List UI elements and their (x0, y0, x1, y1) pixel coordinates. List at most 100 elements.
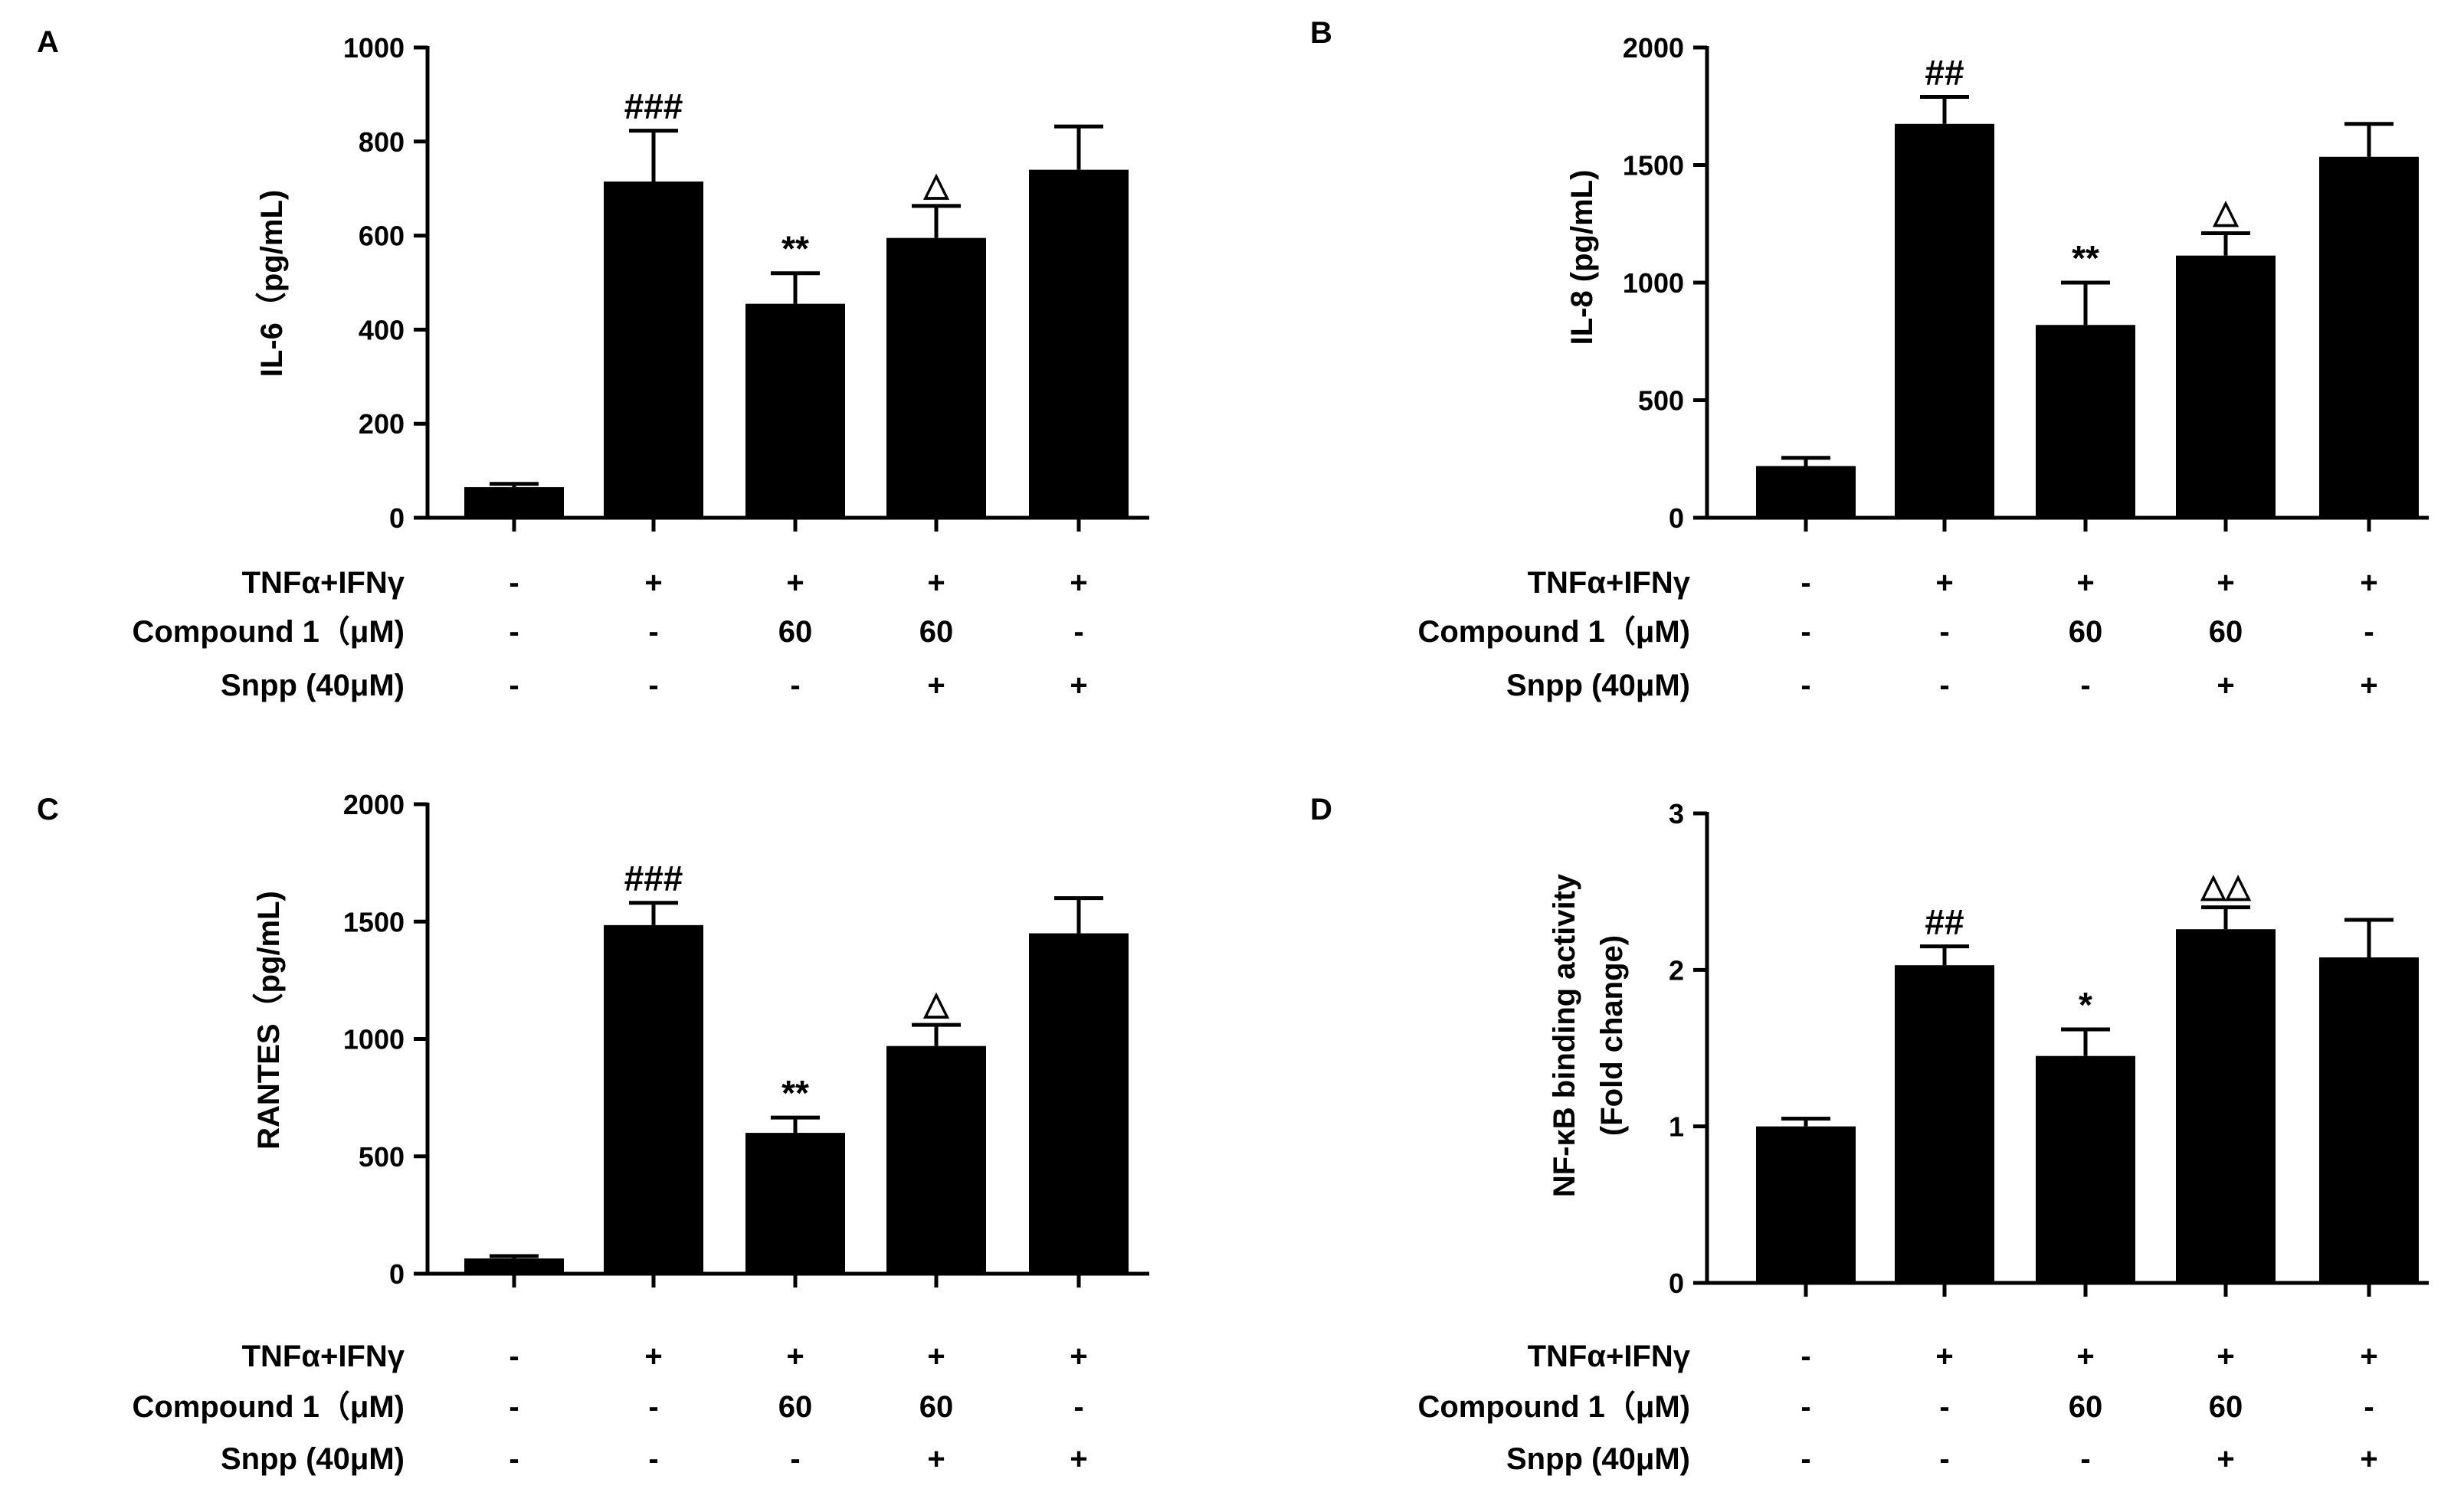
condition-value: + (2360, 1340, 2377, 1373)
y-tick-label: 3 (1669, 798, 1684, 829)
condition-value: - (1800, 1390, 1810, 1424)
condition-value: - (1939, 1390, 1949, 1424)
bar (1895, 123, 1994, 518)
condition-value: + (2217, 1340, 2234, 1373)
condition-value: + (2076, 566, 2094, 600)
condition-value: 60 (919, 1390, 954, 1424)
condition-value: 60 (778, 1390, 813, 1424)
bar (2176, 929, 2276, 1283)
condition-row-label: TNFα+IFNγ (1528, 566, 1691, 600)
condition-value: 60 (2069, 615, 2103, 649)
condition-value: - (1073, 615, 1083, 649)
condition-value: + (2076, 1340, 2094, 1373)
bar (1756, 466, 1856, 518)
condition-value: + (644, 566, 662, 600)
significance-marker: ** (781, 229, 809, 269)
y-tick-label: 2000 (343, 789, 405, 820)
condition-value: - (1800, 566, 1810, 600)
condition-value: + (2360, 669, 2377, 702)
condition-value: - (2080, 669, 2090, 702)
condition-row-label: TNFα+IFNγ (1528, 1340, 1691, 1373)
condition-row-label: Compound 1（μM) (132, 615, 405, 649)
condition-row-label: Snpp (40μM) (1506, 1442, 1690, 1476)
y-tick-label: 0 (1669, 1268, 1684, 1299)
condition-row-label: Snpp (40μM) (221, 1442, 405, 1476)
panel-letter: C (37, 793, 59, 826)
y-axis-label-secondary: (Fold change) (1595, 935, 1629, 1136)
condition-value: + (927, 669, 945, 702)
y-tick-label: 1500 (1623, 150, 1684, 182)
condition-value: + (1070, 1442, 1087, 1476)
bar (464, 1258, 564, 1274)
bar (1029, 169, 1129, 518)
condition-value: + (2360, 566, 2377, 600)
condition-value: - (509, 669, 519, 702)
panel-letter: D (1310, 793, 1332, 826)
y-tick-label: 400 (359, 314, 405, 345)
condition-value: + (1070, 566, 1087, 600)
bar (2319, 156, 2419, 518)
significance-marker: △ (923, 985, 950, 1021)
condition-value: - (509, 1390, 519, 1424)
condition-value: - (509, 1340, 519, 1373)
condition-value: + (1070, 1340, 1087, 1373)
condition-value: + (1070, 669, 1087, 702)
condition-value: - (509, 615, 519, 649)
bar (745, 1133, 845, 1274)
y-axis-label: IL-6（pg/mL) (255, 190, 289, 377)
bar (2176, 255, 2276, 518)
condition-value: + (927, 1442, 945, 1476)
bar (886, 1045, 986, 1274)
condition-row-label: TNFα+IFNγ (242, 566, 405, 600)
condition-value: - (1800, 669, 1810, 702)
significance-marker: ** (781, 1073, 809, 1113)
condition-value: + (927, 566, 945, 600)
condition-row-label: Compound 1（μM) (1417, 1390, 1690, 1424)
significance-marker: ## (1925, 902, 1964, 942)
condition-value: + (2217, 566, 2234, 600)
y-tick-label: 2 (1669, 954, 1684, 986)
condition-value: - (648, 1442, 658, 1476)
condition-value: + (927, 1340, 945, 1373)
condition-value: 60 (919, 615, 954, 649)
bar (1756, 1126, 1856, 1283)
bar (604, 181, 703, 519)
significance-marker: △△ (2200, 868, 2252, 904)
condition-value: - (1800, 615, 1810, 649)
y-tick-label: 0 (1669, 502, 1684, 534)
condition-row-label: Snpp (40μM) (1506, 669, 1690, 702)
condition-value: + (1935, 566, 1953, 600)
y-tick-label: 500 (1638, 385, 1684, 417)
y-tick-label: 1000 (1623, 267, 1684, 299)
y-tick-label: 800 (359, 126, 405, 158)
condition-value: - (1939, 669, 1949, 702)
y-tick-label: 200 (359, 408, 405, 440)
y-tick-label: 600 (359, 221, 405, 252)
condition-value: - (2364, 1390, 2374, 1424)
y-tick-label: 1000 (343, 32, 405, 64)
y-axis-label: NF-κB binding activity (1548, 873, 1581, 1197)
significance-marker: ### (624, 87, 683, 126)
condition-value: 60 (2209, 615, 2243, 649)
condition-value: - (1939, 615, 1949, 649)
bar (886, 237, 986, 518)
significance-marker: △ (923, 166, 950, 202)
significance-marker: △ (2213, 194, 2240, 230)
condition-value: + (2217, 669, 2234, 702)
bar (1029, 933, 1129, 1274)
condition-value: 60 (778, 615, 813, 649)
condition-value: - (1939, 1442, 1949, 1476)
bar (2319, 957, 2419, 1283)
significance-marker: ## (1925, 52, 1964, 92)
condition-value: - (648, 615, 658, 649)
condition-value: - (1800, 1340, 1810, 1373)
y-tick-label: 0 (389, 1258, 405, 1290)
y-tick-label: 2000 (1623, 32, 1684, 64)
condition-value: 60 (2069, 1390, 2103, 1424)
condition-value: + (2360, 1442, 2377, 1476)
condition-value: + (786, 566, 804, 600)
condition-value: - (2364, 615, 2374, 649)
condition-value: + (644, 1340, 662, 1373)
bar (604, 924, 703, 1274)
